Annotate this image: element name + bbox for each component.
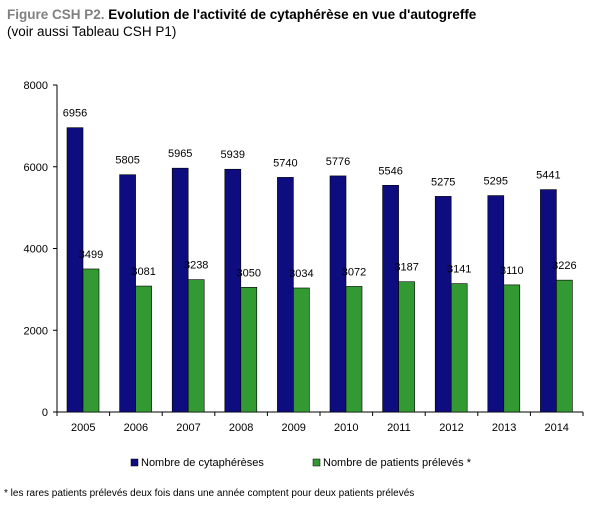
data-label: 3034 (289, 268, 313, 280)
x-tick-label: 2007 (176, 422, 200, 434)
data-label: 5295 (484, 176, 508, 188)
x-tick-label: 2010 (334, 422, 358, 434)
chart-subtitle: (voir aussi Tableau CSH P1) (7, 24, 177, 39)
figure-title: Evolution de l'activité de cytaphérèse e… (108, 7, 477, 22)
x-tick-label: 2009 (281, 422, 305, 434)
x-tick-label: 2011 (387, 422, 411, 434)
bar-patients (135, 285, 152, 413)
data-label: 5275 (431, 176, 455, 188)
data-label: 5939 (221, 149, 245, 161)
footnote: * les rares patients prélevés deux fois … (4, 488, 415, 499)
chart-title: Figure CSH P2. Evolution de l'activité d… (7, 6, 476, 23)
bar-cytaphereses (540, 189, 557, 413)
y-tick-label: 2000 (24, 325, 48, 337)
data-label: 6956 (63, 108, 87, 120)
x-tick-label: 2008 (229, 422, 253, 434)
bar-cytaphereses (329, 175, 347, 413)
data-label: 5965 (168, 148, 192, 160)
data-label: 5805 (115, 155, 139, 167)
x-tick-label: 2012 (439, 422, 463, 434)
bar-cytaphereses (382, 185, 399, 413)
bar-cytaphereses (434, 196, 452, 413)
bar-patients (398, 281, 415, 413)
data-label: 3187 (394, 262, 418, 274)
data-label: 3050 (237, 267, 261, 279)
legend-label: Nombre de cytaphérèses (141, 457, 264, 469)
bar-cytaphereses (277, 177, 294, 413)
y-tick-label: 4000 (24, 244, 48, 256)
bar-patients (293, 287, 310, 413)
bar-cytaphereses (119, 174, 136, 413)
x-tick-label: 2014 (544, 422, 568, 434)
data-label: 3110 (500, 265, 524, 277)
data-label: 3072 (342, 266, 366, 278)
bar-cytaphereses (487, 195, 505, 413)
data-label: 3141 (447, 264, 471, 276)
bar-patients (240, 287, 258, 413)
x-tick-label: 2013 (492, 422, 516, 434)
bar-cytaphereses (171, 167, 189, 413)
data-label: 5441 (536, 170, 560, 182)
bar-patients (556, 279, 573, 413)
legend-label: Nombre de patients prélevés * (323, 457, 472, 469)
x-tick-label: 2005 (71, 422, 95, 434)
x-tick-label: 2006 (124, 422, 148, 434)
data-label: 3081 (131, 266, 155, 278)
y-tick-label: 6000 (24, 162, 48, 174)
data-label: 3226 (552, 260, 576, 272)
bar-cytaphereses (66, 127, 84, 413)
bar-patients (187, 279, 205, 413)
bar-patients (503, 284, 521, 413)
data-label: 5546 (378, 165, 402, 177)
y-tick-label: 0 (42, 407, 48, 419)
y-tick-label: 8000 (24, 80, 48, 92)
data-label: 3238 (184, 260, 208, 272)
legend-swatch (130, 458, 139, 467)
data-label: 5776 (326, 156, 350, 168)
data-label: 5740 (273, 157, 297, 169)
bar-patients (345, 286, 363, 413)
data-label: 3499 (79, 249, 103, 261)
bar-patients (450, 283, 468, 413)
bar-cytaphereses (224, 168, 242, 413)
legend-swatch (312, 458, 321, 467)
figure-label: Figure CSH P2. (7, 7, 105, 22)
bar-patients (82, 268, 100, 413)
